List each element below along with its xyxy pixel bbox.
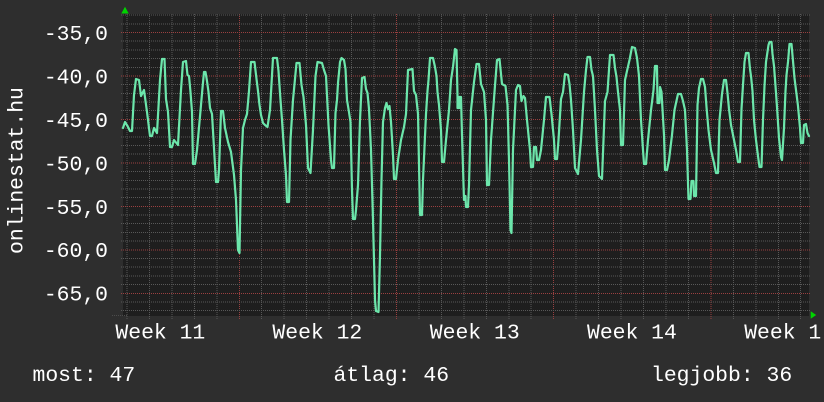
svg-text:Week 12: Week 12 bbox=[272, 322, 362, 346]
svg-text:-50,0: -50,0 bbox=[44, 153, 108, 177]
svg-text:-55,0: -55,0 bbox=[44, 197, 108, 221]
svg-text:átlag: 46: átlag: 46 bbox=[334, 364, 450, 388]
svg-text:-60,0: -60,0 bbox=[44, 240, 108, 264]
svg-text:onlinestat.hu: onlinestat.hu bbox=[6, 87, 30, 254]
svg-text:-45,0: -45,0 bbox=[44, 110, 108, 134]
svg-text:most: 47: most: 47 bbox=[33, 364, 136, 388]
svg-text:Week 14: Week 14 bbox=[587, 322, 677, 346]
svg-text:-40,0: -40,0 bbox=[44, 66, 108, 90]
svg-text:Week 13: Week 13 bbox=[430, 322, 520, 346]
svg-text:Week 1: Week 1 bbox=[744, 322, 821, 346]
svg-text:legjobb: 36: legjobb: 36 bbox=[651, 364, 792, 388]
svg-text:Week 11: Week 11 bbox=[115, 322, 205, 346]
svg-text:-35,0: -35,0 bbox=[44, 23, 108, 47]
svg-text:-65,0: -65,0 bbox=[44, 284, 108, 308]
